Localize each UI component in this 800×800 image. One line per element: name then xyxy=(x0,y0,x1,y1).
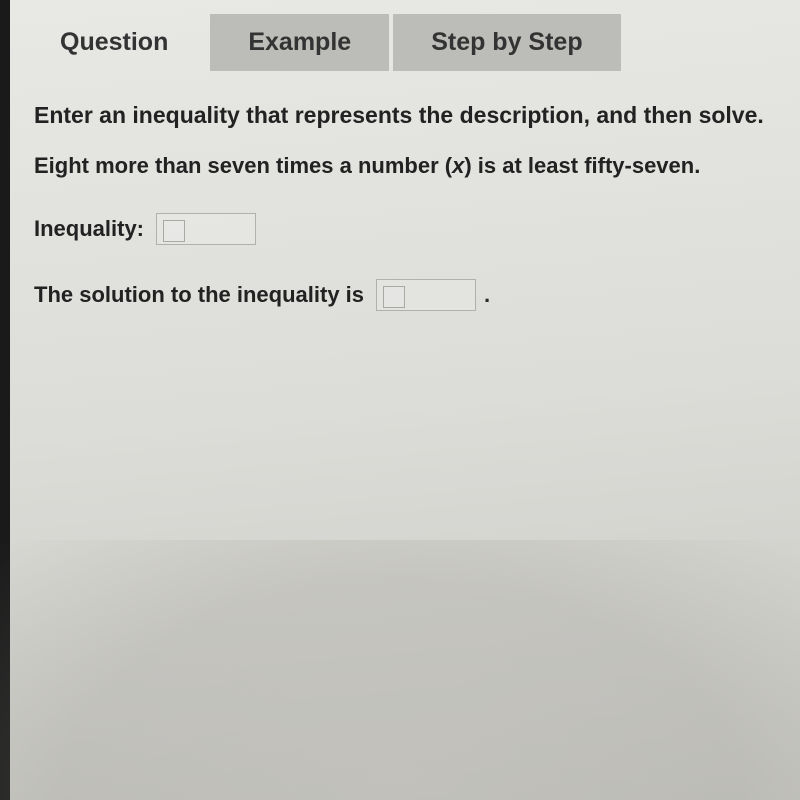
problem-pre: Eight more than seven times a number ( xyxy=(34,153,452,178)
problem-text: Eight more than seven times a number (x)… xyxy=(34,153,766,179)
inequality-label: Inequality: xyxy=(34,216,144,242)
tab-bar: Question Example Step by Step xyxy=(0,0,800,71)
content-area: Enter an inequality that represents the … xyxy=(0,71,800,311)
inequality-input[interactable] xyxy=(156,213,256,245)
left-edge-border xyxy=(0,0,10,800)
inequality-row: Inequality: xyxy=(34,213,766,245)
tab-question[interactable]: Question xyxy=(22,14,206,71)
problem-post: ) is at least fifty-seven. xyxy=(464,153,700,178)
tab-stepbystep[interactable]: Step by Step xyxy=(393,14,620,71)
bottom-vignette xyxy=(0,540,800,800)
solution-period: . xyxy=(484,282,490,308)
tab-example[interactable]: Example xyxy=(210,14,389,71)
solution-row: The solution to the inequality is . xyxy=(34,279,766,311)
problem-variable: x xyxy=(452,153,464,178)
instruction-text: Enter an inequality that represents the … xyxy=(34,99,766,131)
solution-label: The solution to the inequality is xyxy=(34,282,364,308)
solution-input[interactable] xyxy=(376,279,476,311)
